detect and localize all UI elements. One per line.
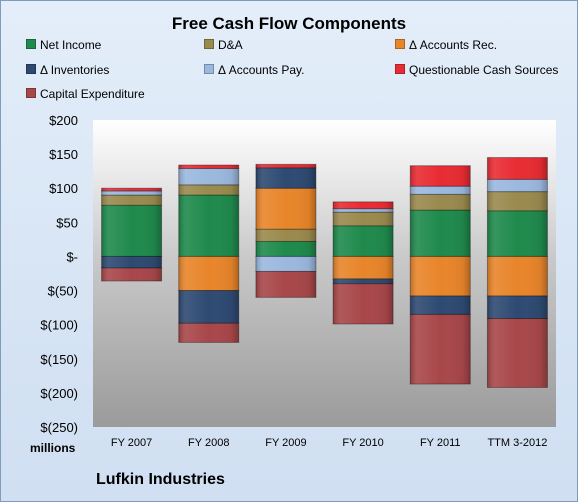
bar-questionable-cash-sources-ttm-3-2012 <box>486 157 548 180</box>
x-tick-label: FY 2007 <box>111 437 152 449</box>
plot-area <box>93 120 556 427</box>
bar-accounts-rec-ttm-3-2012 <box>486 255 548 297</box>
legend-item-d-a: D&A <box>204 38 243 52</box>
x-tick-label: TTM 3-2012 <box>487 437 547 449</box>
bar-net-income-fy-2007 <box>101 204 163 257</box>
legend-item-inventories: Δ Inventories <box>26 63 109 77</box>
legend-swatch <box>26 64 36 74</box>
bar-accounts-pay-fy-2011 <box>409 185 471 195</box>
legend-label: Δ Accounts Rec. <box>409 38 498 52</box>
bar-d-a-fy-2008 <box>178 184 240 196</box>
bar-capital-expenditure-fy-2007 <box>101 267 163 282</box>
bar-d-a-fy-2010 <box>332 211 394 227</box>
legend-item-net-income: Net Income <box>26 38 101 52</box>
legend-item-capital-expenditure: Capital Expenditure <box>26 87 145 101</box>
bar-inventories-fy-2009 <box>255 167 317 189</box>
bar-accounts-pay-ttm-3-2012 <box>486 178 548 193</box>
bar-net-income-ttm-3-2012 <box>486 210 548 257</box>
bar-questionable-cash-sources-fy-2009 <box>255 163 317 169</box>
bar-d-a-fy-2011 <box>409 193 471 211</box>
bar-capital-expenditure-fy-2008 <box>178 322 240 343</box>
bar-questionable-cash-sources-fy-2011 <box>409 165 471 187</box>
y-tick-label: $50 <box>56 215 78 230</box>
bar-accounts-rec-fy-2009 <box>255 187 317 230</box>
legend-label: Δ Accounts Pay. <box>218 63 305 77</box>
bar-questionable-cash-sources-fy-2007 <box>101 187 163 192</box>
y-tick-label: $150 <box>49 147 78 162</box>
bar-net-income-fy-2008 <box>178 194 240 257</box>
bar-d-a-ttm-3-2012 <box>486 191 548 212</box>
bar-accounts-pay-fy-2010 <box>332 208 394 213</box>
legend-label: Δ Inventories <box>40 63 110 77</box>
chart-title: Free Cash Flow Components <box>171 14 407 33</box>
y-tick-label: $(100) <box>40 318 78 333</box>
legend-swatch <box>26 39 36 49</box>
y-tick-label: $200 <box>49 113 78 128</box>
bar-accounts-pay-fy-2009 <box>255 255 317 272</box>
x-tick-label: FY 2010 <box>342 437 383 449</box>
bar-accounts-pay-fy-2007 <box>101 190 163 196</box>
bar-capital-expenditure-ttm-3-2012 <box>486 318 548 388</box>
bar-inventories-fy-2007 <box>101 255 163 269</box>
company-name: Lufkin Industries <box>96 471 225 488</box>
bar-questionable-cash-sources-fy-2008 <box>178 164 240 169</box>
x-tick-label: FY 2009 <box>265 437 306 449</box>
bar-d-a-fy-2007 <box>101 194 163 206</box>
bar-d-a-fy-2009 <box>255 228 317 242</box>
y-tick-label: $(200) <box>40 386 78 401</box>
legend-swatch <box>26 88 36 98</box>
legend-label: D&A <box>218 38 243 52</box>
legend-label: Net Income <box>40 38 102 52</box>
bar-inventories-fy-2011 <box>409 295 471 315</box>
bar-capital-expenditure-fy-2009 <box>255 270 317 298</box>
legend-item-accounts-rec: Δ Accounts Rec. <box>395 38 497 52</box>
bar-accounts-rec-fy-2011 <box>409 255 471 297</box>
units-label: millions <box>30 441 76 455</box>
legend-swatch <box>395 39 405 49</box>
bar-net-income-fy-2010 <box>332 225 394 257</box>
bar-questionable-cash-sources-fy-2010 <box>332 201 394 210</box>
bar-capital-expenditure-fy-2011 <box>409 313 471 385</box>
legend-item-accounts-pay: Δ Accounts Pay. <box>204 63 305 77</box>
bar-accounts-rec-fy-2008 <box>178 255 240 292</box>
legend-item-questionable-cash-sources: Questionable Cash Sources <box>395 63 558 77</box>
legend-swatch <box>204 39 214 49</box>
bar-inventories-fy-2008 <box>178 290 240 324</box>
x-tick-label: FY 2011 <box>420 437 461 449</box>
x-tick-label: FY 2008 <box>188 437 229 449</box>
bar-inventories-fy-2010 <box>332 278 394 285</box>
bar-capital-expenditure-fy-2010 <box>332 283 394 325</box>
bar-inventories-ttm-3-2012 <box>486 295 548 320</box>
legend-label: Questionable Cash Sources <box>409 63 559 77</box>
bar-accounts-rec-fy-2010 <box>332 255 394 280</box>
y-tick-label: $100 <box>49 181 78 196</box>
bar-accounts-pay-fy-2008 <box>178 167 240 186</box>
y-tick-label: $(250) <box>40 420 78 435</box>
bar-net-income-fy-2009 <box>255 240 317 257</box>
legend-swatch <box>395 64 405 74</box>
y-tick-label: $- <box>66 249 78 264</box>
legend-label: Capital Expenditure <box>40 87 145 101</box>
legend-swatch <box>204 64 214 74</box>
y-tick-label: $(50) <box>48 284 78 299</box>
y-tick-label: $(150) <box>40 352 78 367</box>
bar-net-income-fy-2011 <box>409 209 471 257</box>
